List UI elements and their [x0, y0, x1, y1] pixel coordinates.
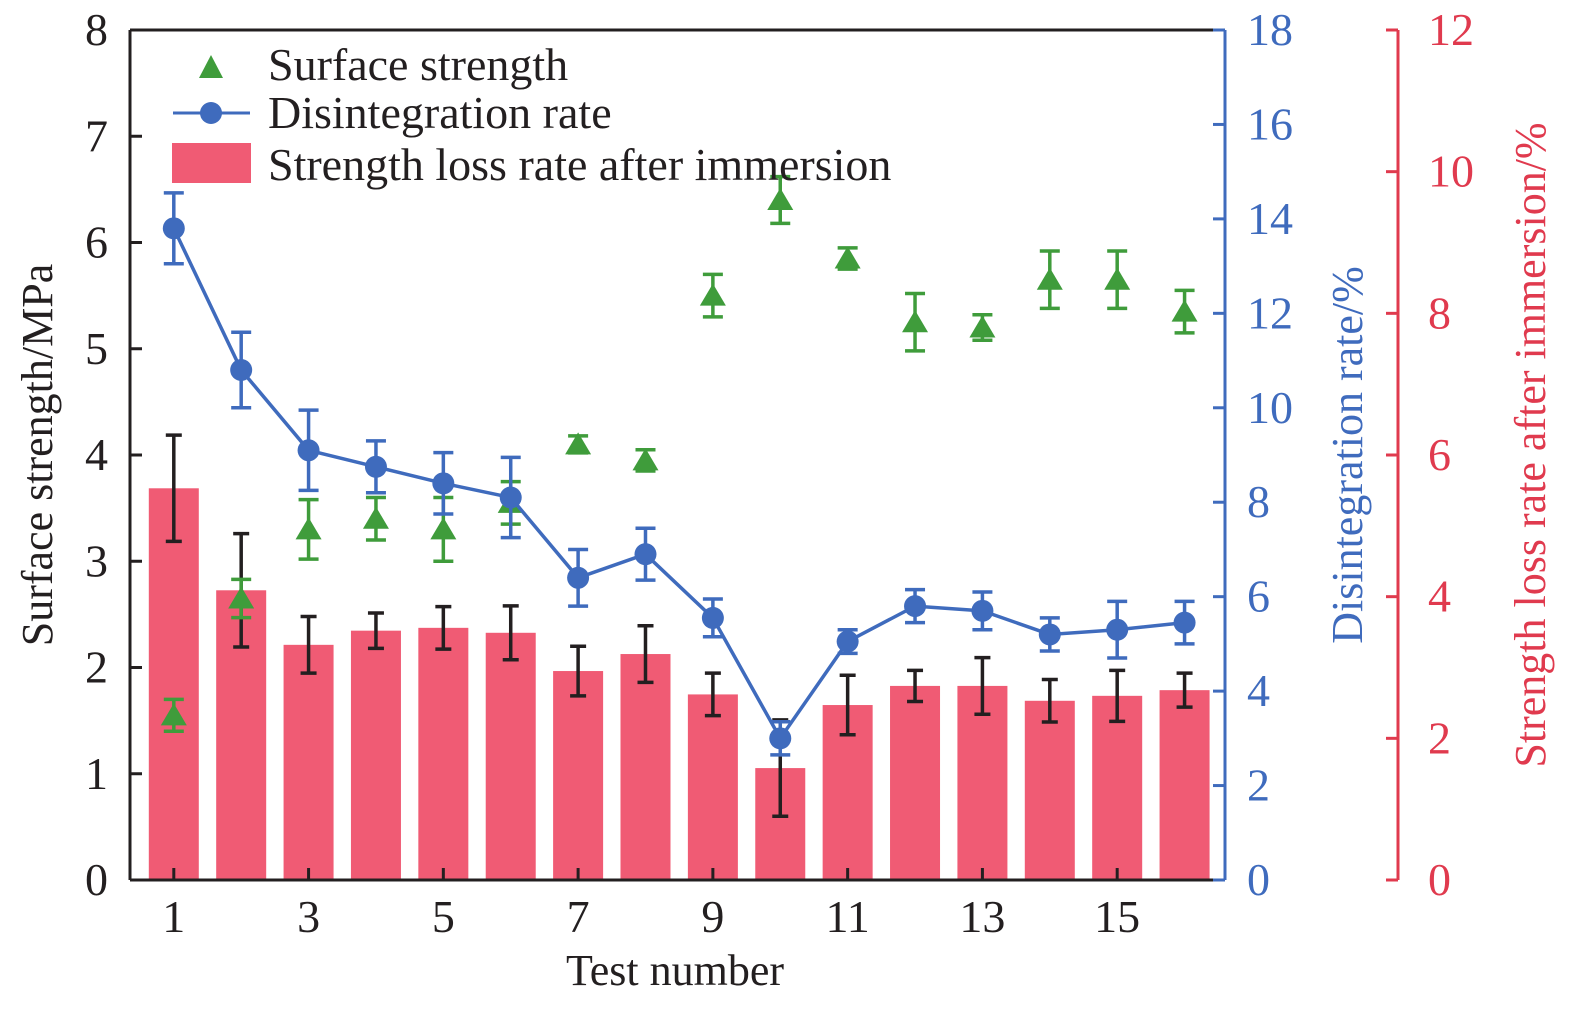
disintegration-tick-label: 2 [1247, 760, 1270, 811]
legend-bar-icon [172, 143, 251, 183]
disintegration-rate-line [172, 227, 1185, 742]
disintegration-tick-label: 16 [1247, 98, 1293, 149]
surface-strength-point-test-14 [1036, 267, 1063, 290]
disintegration-tick-label: 4 [1247, 665, 1270, 716]
bar-test-7 [553, 671, 604, 880]
x-tick-label: 1 [162, 891, 185, 942]
strength-loss-tick-label: 10 [1428, 146, 1474, 197]
bar-test-16 [1159, 690, 1210, 880]
disintegration-tick-label: 8 [1247, 476, 1270, 527]
bar-test-14 [1024, 700, 1075, 880]
disintegration-tick-label: 12 [1247, 287, 1293, 338]
legend-item-surface-strength: Surface strength [199, 39, 568, 90]
legend-label: Surface strength [268, 39, 568, 90]
surface-strength-point-test-9 [699, 283, 726, 306]
bar-test-15 [1092, 695, 1143, 880]
left-axis-label: Surface strength/MPa [13, 264, 62, 646]
left-tick-label: 2 [85, 642, 108, 693]
disintegration-rate-point-test-10 [769, 727, 792, 750]
strength-loss-tick-label: 0 [1428, 854, 1451, 905]
x-tick-label: 3 [297, 891, 320, 942]
disintegration-rate-point-test-11 [836, 630, 859, 653]
bar-test-12 [890, 685, 941, 880]
bars-layer [148, 488, 1210, 880]
disintegration-rate-point-test-9 [701, 606, 724, 629]
strength-loss-tick-label: 2 [1428, 712, 1451, 763]
left-tick-label: 0 [85, 854, 108, 905]
bar-test-8 [620, 654, 671, 880]
disintegration-tick-label: 10 [1247, 382, 1293, 433]
strength-loss-tick-label: 8 [1428, 287, 1451, 338]
x-tick-label: 9 [701, 891, 724, 942]
left-tick-label: 4 [85, 429, 108, 480]
x-tick-label: 13 [959, 891, 1005, 942]
x-axis-label: Test number [566, 946, 784, 995]
disintegration-rate-point-test-13 [971, 599, 994, 622]
disintegration-rate-point-test-8 [634, 543, 657, 566]
bar-test-6 [485, 632, 536, 880]
legend-label: Strength loss rate after immersion [268, 139, 891, 190]
disintegration-rate-point-test-7 [567, 566, 590, 589]
right-axis-label-disintegration: Disintegration rate/% [1323, 266, 1372, 644]
legend-item-strength-loss: Strength loss rate after immersion [172, 139, 891, 190]
left-tick-label: 1 [85, 748, 108, 799]
x-tick-label: 5 [432, 891, 455, 942]
bar-test-9 [687, 694, 738, 880]
disintegration-rate-point-test-14 [1038, 623, 1061, 646]
left-tick-label: 7 [85, 110, 108, 161]
surface-strength-point-test-7 [565, 432, 592, 455]
surface-strength-point-test-8 [632, 448, 659, 471]
left-tick-label: 5 [85, 323, 108, 374]
left-tick-label: 3 [85, 535, 108, 586]
strength-loss-tick-label: 4 [1428, 571, 1451, 622]
bar-test-13 [957, 685, 1008, 880]
x-tick-label: 7 [567, 891, 590, 942]
surface-strength-point-test-15 [1104, 267, 1131, 290]
surface-strength-point-test-12 [902, 310, 929, 333]
surface-strength-point-test-16 [1171, 299, 1198, 322]
disintegration-tick-label: 18 [1247, 4, 1293, 55]
surface-strength-point-test-1 [160, 703, 187, 726]
bar-test-5 [418, 627, 469, 880]
legend-triangle-icon [199, 55, 223, 78]
bar-test-3 [283, 644, 334, 880]
bar-test-4 [350, 630, 401, 880]
left-tick-label: 8 [85, 4, 108, 55]
disintegration-rate-point-test-6 [499, 486, 522, 509]
disintegration-tick-label: 0 [1247, 854, 1270, 905]
legend-circle-icon [200, 102, 222, 124]
strength-loss-tick-label: 6 [1428, 429, 1451, 480]
disintegration-rate-point-test-2 [230, 359, 253, 381]
disintegration-tick-label: 14 [1247, 193, 1293, 244]
x-tick-label: 15 [1094, 891, 1140, 942]
disintegration-rate-point-test-12 [904, 595, 927, 618]
x-tick-label: 11 [825, 891, 869, 942]
disintegration-rate-point-test-3 [297, 439, 320, 462]
disintegration-rate-point-test-16 [1173, 611, 1196, 634]
surface-strength-point-test-13 [969, 315, 996, 338]
bar-error-bars [165, 433, 1193, 818]
disintegration-rate-point-test-1 [162, 217, 185, 240]
surface-strength-point-test-11 [834, 246, 861, 269]
surface-strength-point-test-10 [767, 188, 794, 210]
left-tick-label: 6 [85, 217, 108, 268]
bar-test-1 [148, 488, 199, 880]
surface-strength-point-test-5 [430, 517, 457, 540]
disintegration-rate-point-test-4 [364, 455, 387, 478]
strength-loss-tick-label: 12 [1428, 4, 1474, 55]
disintegration-tick-label: 6 [1247, 571, 1270, 622]
disintegration-rate-point-test-15 [1106, 618, 1129, 641]
right-axis-label-strength-loss: Strength loss rate after immersion/% [1506, 122, 1555, 767]
surface-strength-point-test-2 [228, 586, 255, 609]
legend-item-disintegration-rate: Disintegration rate [173, 87, 612, 138]
surface-strength-point-test-3 [295, 517, 322, 540]
surface-strength-point-test-4 [362, 506, 389, 529]
disintegration-rate-series [162, 191, 1196, 757]
disintegration-rate-point-test-5 [432, 472, 455, 495]
legend: Surface strength Disintegration rate Str… [172, 39, 891, 190]
legend-label: Disintegration rate [268, 87, 612, 138]
